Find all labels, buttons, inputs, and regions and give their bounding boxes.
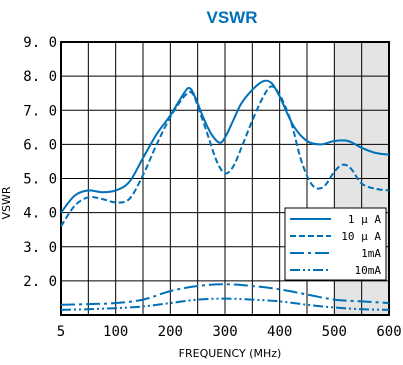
plot-frame [60,41,390,316]
y-tick-label: 4. 0 [23,206,57,222]
tick-labels: 5 100 200 300 400 500 600 2. 0 3. 0 4. 0 5. 0 6. 0 7… [23,35,401,340]
legend-label-2: 10 μ A [341,230,381,243]
y-tick-label: 2. 0 [23,274,57,290]
y-tick-label: 6. 0 [23,137,57,153]
legend-label-3: 1mA [361,247,381,260]
y-tick-label: 8. 0 [23,69,57,85]
series-line-4 [60,297,390,311]
x-tick-label: 300 [212,324,237,340]
legend: 1 μ A 10 μ A 1mA 10mA [284,207,387,281]
y-tick-label: 9. 0 [23,35,57,51]
series-line-3 [60,283,390,306]
series-layer [60,79,390,311]
x-tick-label: 5 [57,324,65,340]
x-tick-label: 400 [267,324,292,340]
chart-title: VSWR [207,8,258,27]
grid [60,41,390,316]
x-tick-label: 200 [158,324,183,340]
series-line-1 [60,79,390,214]
y-tick-label: 3. 0 [23,240,57,256]
y-tick-label: 7. 0 [23,103,57,119]
x-tick-label: 600 [376,324,401,340]
series-line-2 [60,85,390,227]
x-tick-label: 500 [322,324,347,340]
x-axis-label: FREQUENCY (MHz) [179,347,282,360]
legend-label-1: 1 μ A [348,213,381,226]
legend-label-4: 10mA [355,264,382,277]
y-axis-label: VSWR [0,186,13,219]
x-tick-label: 100 [103,324,128,340]
y-tick-label: 5. 0 [23,172,57,188]
